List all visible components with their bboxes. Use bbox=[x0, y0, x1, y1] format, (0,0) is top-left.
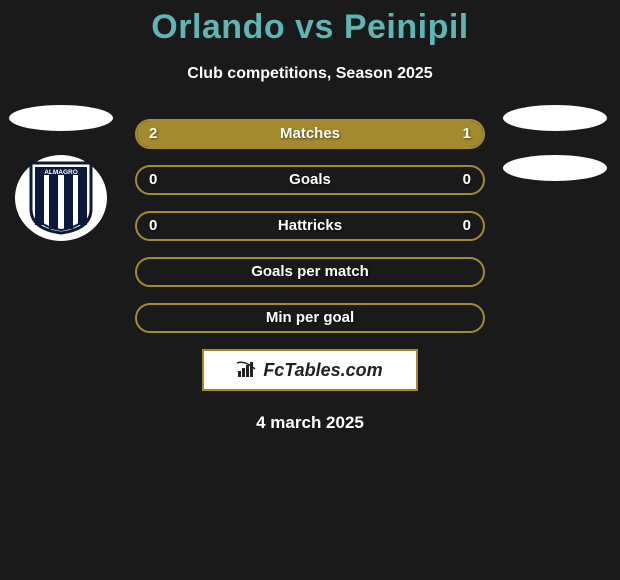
left-team-logo: ALMAGRO bbox=[11, 155, 111, 241]
bar-chart-icon bbox=[237, 361, 259, 379]
stats-list: 2 Matches 1 0 Goals 0 0 Hattricks 0 Goal… bbox=[135, 119, 485, 333]
stat-label: Goals per match bbox=[137, 259, 483, 285]
comparison-title: Orlando vs Peinipil bbox=[0, 0, 620, 47]
stat-row-goals-per-match: Goals per match bbox=[135, 257, 485, 287]
comparison-body: ALMAGRO 2 Matches 1 0 Goals 0 0 Hattrick bbox=[0, 119, 620, 433]
right-team-logo-icon bbox=[503, 155, 607, 181]
stat-right-value: 1 bbox=[463, 121, 471, 147]
stat-label: Matches bbox=[137, 121, 483, 147]
stat-row-min-per-goal: Min per goal bbox=[135, 303, 485, 333]
fctables-badge[interactable]: FcTables.com bbox=[202, 349, 418, 391]
stat-label: Hattricks bbox=[137, 213, 483, 239]
svg-text:ALMAGRO: ALMAGRO bbox=[44, 169, 78, 176]
comparison-subtitle: Club competitions, Season 2025 bbox=[0, 65, 620, 83]
left-team-column: ALMAGRO bbox=[8, 105, 113, 241]
right-flag-icon bbox=[503, 105, 607, 131]
stat-right-value: 0 bbox=[463, 213, 471, 239]
left-flag-icon bbox=[9, 105, 113, 131]
stat-row-matches: 2 Matches 1 bbox=[135, 119, 485, 149]
stat-row-goals: 0 Goals 0 bbox=[135, 165, 485, 195]
stat-row-hattricks: 0 Hattricks 0 bbox=[135, 211, 485, 241]
stat-right-value: 0 bbox=[463, 167, 471, 193]
almagro-shield-icon: ALMAGRO bbox=[29, 161, 93, 235]
badge-text: FcTables.com bbox=[263, 360, 382, 381]
right-team-column bbox=[497, 105, 612, 205]
stat-label: Goals bbox=[137, 167, 483, 193]
stat-label: Min per goal bbox=[137, 305, 483, 331]
comparison-date: 4 march 2025 bbox=[0, 413, 620, 433]
